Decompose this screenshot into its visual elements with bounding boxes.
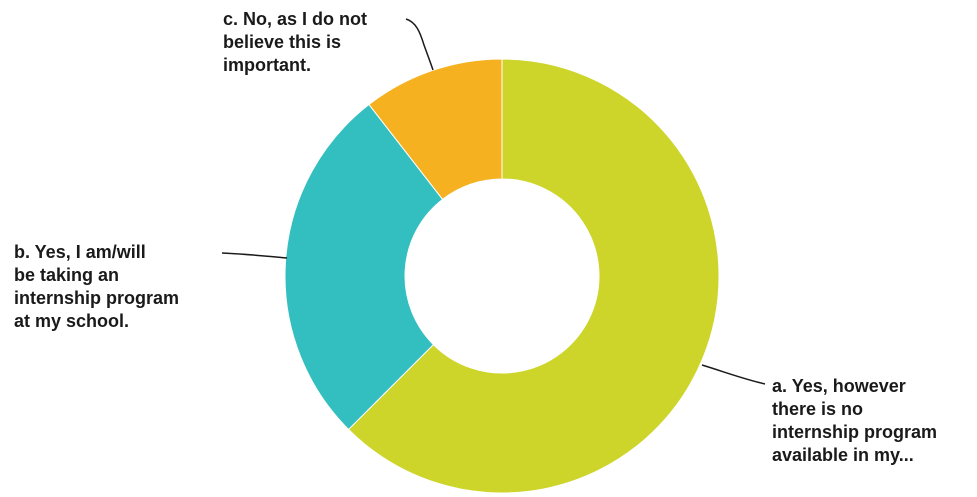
slice-label-c-line-2: believe this is — [223, 32, 342, 52]
slice-label-a-line-1: a. Yes, however — [772, 376, 906, 396]
slice-label-a: a. Yes, however there is no internship p… — [772, 375, 937, 467]
slice-label-a-line-4: available in my... — [772, 445, 914, 465]
slice-label-a-line-2: there is no — [772, 399, 864, 419]
slice-label-b-line-1: b. Yes, I am/will — [14, 242, 146, 262]
donut-slice-a — [347, 58, 720, 494]
leader-line-a — [701, 364, 766, 385]
slice-label-b-line-2: be taking an — [14, 265, 120, 285]
slice-label-b-line-4: at my school. — [14, 311, 130, 331]
leader-line-c — [405, 18, 434, 71]
slice-label-c: c. No, as I do not believe this is impor… — [223, 8, 367, 77]
slice-label-c-line-3: important. — [223, 55, 311, 75]
slice-label-a-line-3: internship program — [772, 422, 938, 442]
donut-slice-c — [368, 58, 503, 201]
slice-label-c-line-1: c. No, as I do not — [223, 9, 368, 29]
leader-lines — [221, 18, 766, 385]
leader-line-b — [221, 252, 288, 259]
donut-slice-b — [284, 103, 444, 431]
slice-label-b-line-3: internship program — [14, 288, 180, 308]
slice-label-b: b. Yes, I am/will be taking an internshi… — [14, 241, 179, 333]
donut-slices — [284, 58, 720, 494]
